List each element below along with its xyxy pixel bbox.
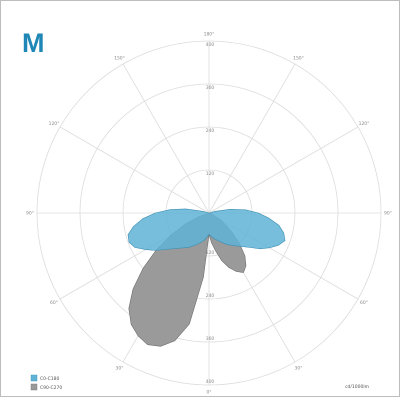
angle-tick-label-0: 180° [204, 32, 215, 38]
legend-swatch-c0-c180 [30, 374, 38, 382]
angle-tick-label-4: 60° [360, 300, 368, 306]
legend: C0-C180 C90-C270 [30, 374, 62, 391]
angle-tick-label-10: 120° [49, 121, 60, 127]
angle-tick-label-1: 150° [293, 56, 304, 62]
angle-tick-label-11: 150° [114, 56, 125, 62]
grid-spoke-330 [122, 63, 210, 214]
polar-grid [36, 40, 382, 386]
radial-tick-label-2: 360 [206, 85, 215, 91]
angle-tick-label-2: 120° [359, 121, 370, 127]
series-c0-c180 [127, 208, 286, 251]
radial-tick-label-5: 240 [206, 293, 215, 299]
legend-swatch-c90-c270 [30, 383, 38, 391]
radial-tick-label-4: 120 [206, 250, 215, 256]
corner-letter: M [22, 28, 45, 58]
radial-tick-label-3: 400 [206, 42, 215, 48]
angle-tick-label-8: 60° [50, 300, 58, 306]
angle-tick-label-9: 90° [26, 211, 34, 217]
angle-tick-label-6: 0° [206, 390, 211, 396]
tick-labels: 180° 150° 120° 90° 60° 30° 0° 30° 60° 90° 120° 150°… [26, 32, 392, 396]
angle-tick-label-5: 30° [295, 366, 303, 372]
radial-tick-label-7: 400 [206, 379, 215, 385]
legend-label-c0-c180: C0-C180 [40, 376, 59, 382]
series-layer [127, 208, 286, 347]
legend-label-c90-c270: C90-C270 [40, 385, 62, 391]
radial-tick-label-6: 360 [206, 336, 215, 342]
angle-tick-label-7: 30° [116, 366, 124, 372]
unit-label: cd/1000lm [345, 384, 369, 390]
grid-spoke-300 [59, 126, 210, 214]
radial-tick-label-0: 120 [206, 171, 215, 177]
grid-spoke-30 [208, 63, 296, 214]
angle-tick-label-3: 90° [384, 211, 392, 217]
grid-spoke-60 [208, 126, 359, 214]
radial-tick-label-1: 240 [206, 128, 215, 134]
